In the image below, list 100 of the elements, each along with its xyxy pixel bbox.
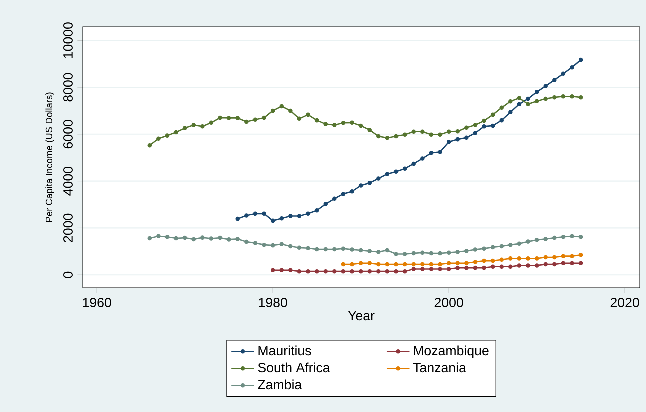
point bbox=[253, 212, 258, 216]
point bbox=[314, 269, 320, 274]
y-tick-label: 4000 bbox=[64, 166, 73, 196]
point bbox=[544, 96, 548, 102]
point bbox=[394, 269, 398, 274]
point bbox=[236, 237, 240, 242]
point bbox=[244, 120, 249, 124]
point bbox=[358, 261, 364, 266]
point bbox=[280, 268, 284, 273]
point bbox=[385, 248, 390, 253]
point bbox=[341, 269, 346, 274]
point bbox=[288, 108, 293, 114]
point bbox=[420, 250, 425, 255]
point bbox=[270, 218, 276, 224]
point bbox=[578, 95, 584, 100]
point bbox=[218, 116, 222, 120]
point bbox=[332, 269, 337, 274]
point bbox=[438, 251, 442, 256]
point bbox=[402, 252, 408, 256]
point bbox=[552, 236, 557, 240]
point bbox=[578, 261, 584, 266]
point bbox=[534, 90, 540, 94]
point bbox=[420, 156, 425, 161]
point bbox=[324, 202, 328, 206]
point bbox=[473, 123, 478, 128]
point bbox=[412, 162, 416, 166]
point bbox=[473, 131, 478, 136]
point bbox=[394, 252, 398, 256]
point bbox=[368, 128, 372, 132]
point bbox=[297, 269, 302, 274]
point bbox=[226, 238, 232, 242]
point bbox=[420, 267, 425, 272]
point bbox=[446, 140, 452, 144]
point bbox=[570, 94, 574, 99]
point bbox=[420, 262, 425, 267]
point bbox=[368, 269, 372, 274]
point bbox=[297, 246, 302, 250]
legend-label: Zambia bbox=[258, 380, 302, 390]
point bbox=[438, 132, 442, 138]
point bbox=[297, 116, 302, 122]
point bbox=[394, 134, 398, 139]
point bbox=[314, 247, 320, 252]
point bbox=[429, 151, 434, 156]
y-axis-title: Per Capita Income (US Dollars) bbox=[46, 92, 54, 222]
point bbox=[332, 247, 337, 252]
point bbox=[288, 268, 293, 273]
point bbox=[438, 267, 442, 272]
point bbox=[570, 65, 574, 70]
point bbox=[508, 110, 513, 114]
point bbox=[552, 95, 557, 100]
point bbox=[350, 189, 354, 194]
point bbox=[438, 262, 442, 267]
point bbox=[561, 94, 566, 99]
point bbox=[517, 96, 522, 100]
point bbox=[544, 255, 548, 260]
x-tick-label: 2020 bbox=[610, 298, 640, 308]
point bbox=[500, 106, 504, 110]
point bbox=[578, 58, 584, 62]
point bbox=[350, 269, 354, 274]
point bbox=[236, 216, 240, 222]
point bbox=[490, 112, 496, 118]
point bbox=[376, 176, 381, 181]
point bbox=[517, 102, 522, 107]
point bbox=[368, 181, 372, 186]
point bbox=[552, 255, 557, 260]
point bbox=[244, 240, 249, 244]
point bbox=[500, 258, 504, 262]
point bbox=[376, 134, 381, 139]
x-tick-label: 2000 bbox=[434, 298, 464, 308]
point bbox=[544, 84, 548, 88]
point bbox=[174, 130, 178, 135]
point bbox=[314, 208, 320, 213]
point bbox=[192, 237, 196, 242]
point bbox=[262, 242, 266, 248]
x-tick-label: 1980 bbox=[259, 298, 288, 308]
point bbox=[578, 234, 584, 240]
point bbox=[192, 123, 196, 128]
point bbox=[552, 78, 557, 82]
point bbox=[288, 244, 293, 249]
point bbox=[456, 266, 460, 270]
point bbox=[420, 130, 425, 134]
point bbox=[412, 267, 416, 272]
point bbox=[429, 262, 434, 267]
point bbox=[306, 269, 310, 274]
y-tick-label: 0 bbox=[64, 272, 73, 278]
point bbox=[376, 262, 381, 267]
point bbox=[156, 136, 161, 141]
point bbox=[473, 266, 478, 270]
y-tick-label: 6000 bbox=[64, 120, 73, 149]
point bbox=[156, 234, 161, 239]
point bbox=[429, 267, 434, 272]
point bbox=[341, 192, 346, 196]
point bbox=[464, 126, 469, 130]
point bbox=[218, 236, 222, 240]
point bbox=[148, 236, 152, 241]
point bbox=[358, 184, 364, 188]
point bbox=[402, 269, 408, 274]
point bbox=[446, 267, 452, 272]
point bbox=[165, 234, 170, 240]
point bbox=[456, 261, 460, 266]
